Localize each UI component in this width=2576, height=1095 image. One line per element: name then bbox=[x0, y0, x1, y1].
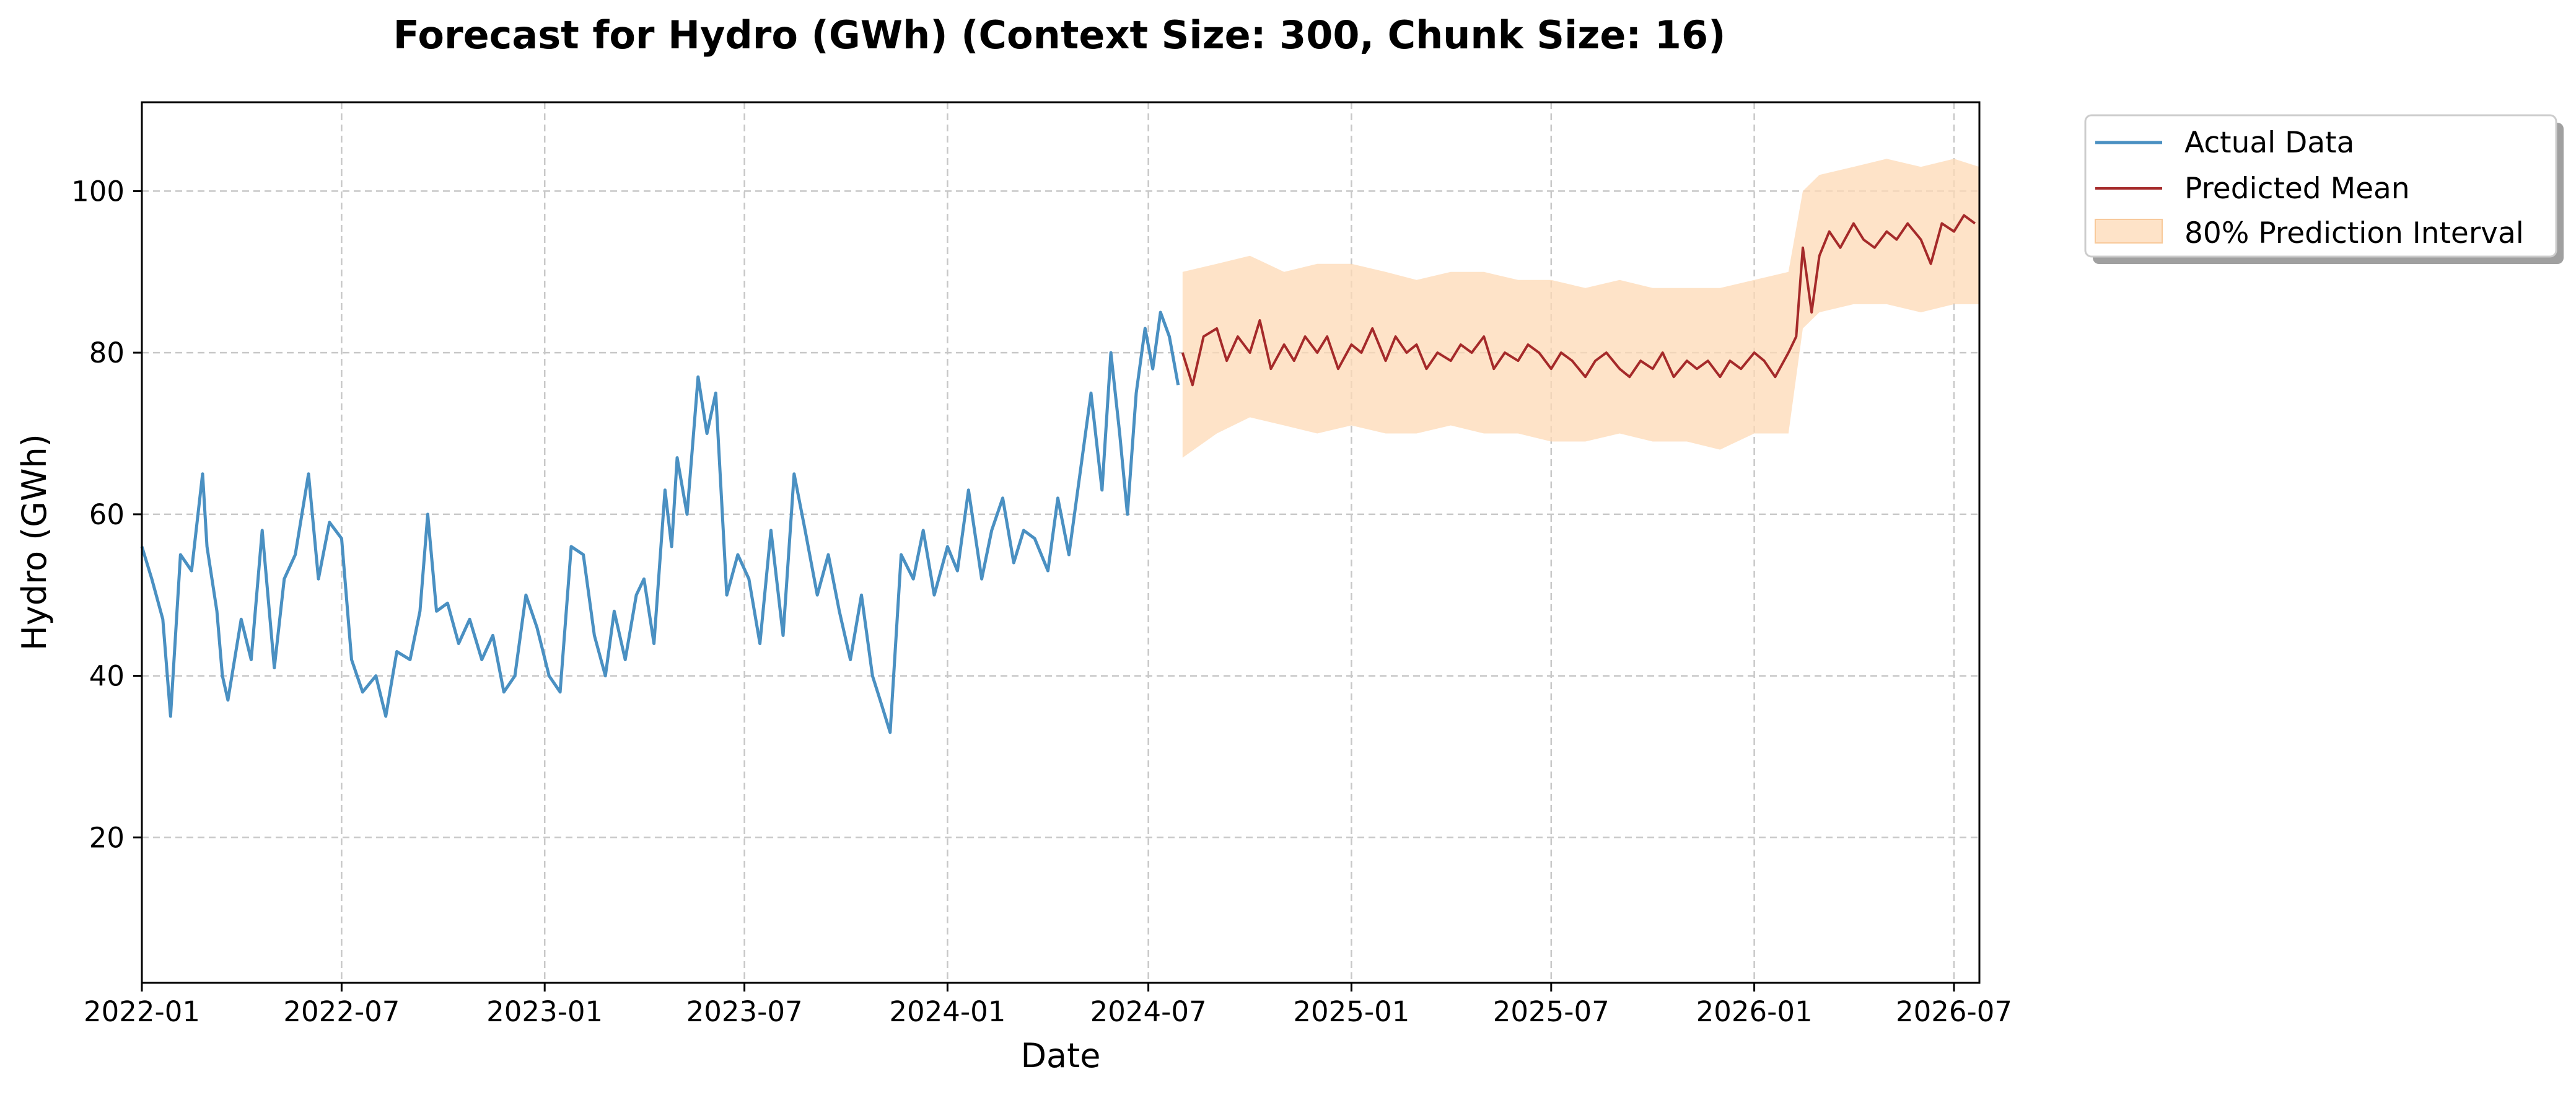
legend-label-interval: 80% Prediction Interval bbox=[2184, 216, 2524, 250]
y-axis-label: Hydro (GWh) bbox=[15, 434, 54, 651]
legend-label-actual: Actual Data bbox=[2184, 126, 2354, 160]
y-tick-label: 20 bbox=[89, 821, 125, 854]
plot-frame bbox=[141, 101, 1981, 984]
legend-swatch-interval bbox=[2095, 219, 2163, 244]
actual-data-line bbox=[140, 310, 1180, 734]
x-tick-label: 2025-01 bbox=[1293, 995, 1409, 1028]
y-tick-label: 40 bbox=[89, 660, 125, 693]
predicted-mean-line bbox=[1181, 214, 1976, 387]
x-tick-label: 2026-07 bbox=[1896, 995, 2012, 1028]
chart-title: Forecast for Hydro (GWh) (Context Size: … bbox=[393, 12, 1726, 58]
legend: Actual Data Predicted Mean 80% Predictio… bbox=[2084, 114, 2564, 264]
y-tick-label: 80 bbox=[89, 336, 125, 369]
x-tick-label: 2024-07 bbox=[1090, 995, 1207, 1028]
legend-label-predicted: Predicted Mean bbox=[2184, 172, 2410, 206]
y-axis: 20 40 60 80 100 bbox=[71, 175, 142, 854]
grid bbox=[141, 102, 1979, 983]
x-tick-label: 2022-01 bbox=[84, 995, 200, 1028]
x-tick-label: 2026-01 bbox=[1696, 995, 1813, 1028]
legend-box bbox=[2084, 114, 2557, 258]
x-tick-label: 2022-07 bbox=[283, 995, 400, 1028]
x-axis: 2022-01 2022-07 2023-01 2023-07 2024-01 2024-… bbox=[84, 983, 2012, 1028]
x-tick-label: 2023-01 bbox=[486, 995, 603, 1028]
y-tick-label: 100 bbox=[71, 175, 125, 208]
x-tick-label: 2024-01 bbox=[889, 995, 1005, 1028]
y-tick-label: 60 bbox=[89, 498, 125, 531]
x-axis-label: Date bbox=[1020, 1036, 1100, 1075]
prediction-interval-band bbox=[1182, 159, 1979, 458]
x-tick-label: 2023-07 bbox=[686, 995, 803, 1028]
x-tick-label: 2025-07 bbox=[1493, 995, 1610, 1028]
plot-area bbox=[140, 159, 1979, 734]
